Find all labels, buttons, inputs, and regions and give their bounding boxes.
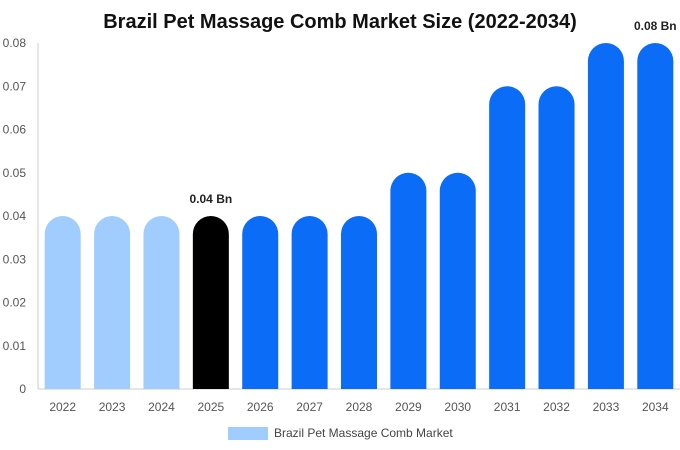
bar-2023 xyxy=(94,216,131,389)
data-label: 0.04 Bn xyxy=(190,192,233,206)
x-tick-label: 2031 xyxy=(494,400,521,414)
legend-swatch xyxy=(228,427,268,440)
y-tick-label: 0.02 xyxy=(3,296,27,310)
x-tick-label: 2028 xyxy=(346,400,373,414)
x-tick-label: 2024 xyxy=(148,400,175,414)
bar-2029 xyxy=(390,172,427,389)
y-tick-label: 0.05 xyxy=(3,166,27,180)
data-labels-group: 0.04 Bn 0.08 Bn xyxy=(190,19,677,206)
bar-2024 xyxy=(143,216,180,389)
data-label: 0.08 Bn xyxy=(634,19,677,33)
x-tick-label: 2022 xyxy=(49,400,76,414)
x-tick-label: 2034 xyxy=(642,400,669,414)
x-tick-label: 2030 xyxy=(444,400,471,414)
x-tick-label: 2027 xyxy=(296,400,323,414)
y-tick-label: 0.03 xyxy=(3,252,27,266)
bar-2028 xyxy=(341,216,377,389)
bars-group xyxy=(44,43,674,389)
bar-2026 xyxy=(242,216,279,389)
bar-2031 xyxy=(489,86,526,389)
bar-2034 xyxy=(637,43,674,389)
x-tick-label: 2033 xyxy=(593,400,620,414)
bar-2025 xyxy=(192,216,229,389)
x-tick-label: 2032 xyxy=(543,400,570,414)
y-tick-label: 0 xyxy=(19,382,26,396)
x-tick-label: 2029 xyxy=(395,400,422,414)
bar-2033 xyxy=(587,43,624,389)
y-tick-label: 0.08 xyxy=(3,36,27,50)
legend-label: Brazil Pet Massage Comb Market xyxy=(274,426,453,440)
bar-2027 xyxy=(291,216,328,389)
bar-2030 xyxy=(439,172,476,389)
y-axis-ticks: 0 0.01 0.02 0.03 0.04 0.05 0.06 0.07 0.08 xyxy=(3,36,27,396)
y-tick-label: 0.07 xyxy=(3,79,27,93)
x-tick-label: 2023 xyxy=(99,400,126,414)
y-tick-label: 0.01 xyxy=(3,339,27,353)
x-tick-label: 2026 xyxy=(247,400,274,414)
bar-2032 xyxy=(538,86,575,389)
x-tick-label: 2025 xyxy=(197,400,224,414)
chart-title: Brazil Pet Massage Comb Market Size (202… xyxy=(103,11,577,33)
y-tick-label: 0.04 xyxy=(3,209,27,223)
y-tick-label: 0.06 xyxy=(3,123,27,137)
x-axis-ticks: 2022 2023 2024 2025 2026 2027 2028 2029 2030 2031… xyxy=(49,400,669,414)
bar-2022 xyxy=(44,216,81,389)
legend: Brazil Pet Massage Comb Market xyxy=(228,426,453,440)
